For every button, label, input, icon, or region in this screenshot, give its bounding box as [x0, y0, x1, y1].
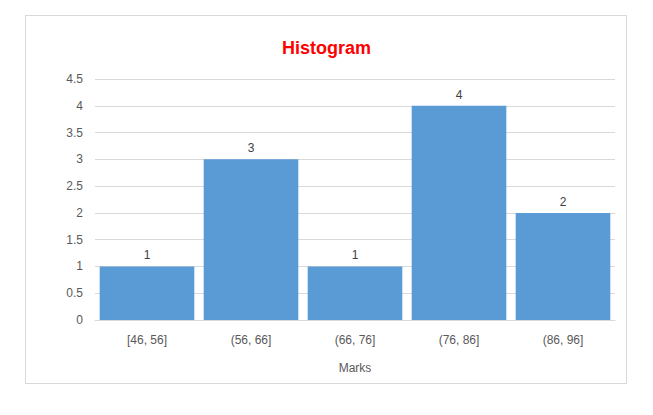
- svg-text:[46, 56]: [46, 56]: [127, 333, 167, 347]
- svg-text:(76, 86]: (76, 86]: [439, 333, 480, 347]
- svg-text:4: 4: [76, 99, 83, 113]
- svg-text:1: 1: [352, 248, 359, 262]
- svg-text:1.5: 1.5: [66, 233, 83, 247]
- svg-text:3.5: 3.5: [66, 126, 83, 140]
- svg-text:2.5: 2.5: [66, 179, 83, 193]
- svg-text:2: 2: [560, 195, 567, 209]
- svg-text:0.5: 0.5: [66, 286, 83, 300]
- svg-text:1: 1: [144, 248, 151, 262]
- svg-text:4.5: 4.5: [66, 72, 83, 86]
- svg-text:2: 2: [76, 206, 83, 220]
- svg-text:0: 0: [76, 313, 83, 327]
- svg-text:3: 3: [248, 141, 255, 155]
- svg-text:Histogram: Histogram: [282, 38, 371, 58]
- svg-text:1: 1: [76, 259, 83, 273]
- svg-text:3: 3: [76, 152, 83, 166]
- svg-text:(86, 96]: (86, 96]: [543, 333, 584, 347]
- svg-text:4: 4: [456, 88, 463, 102]
- svg-text:(66, 76]: (66, 76]: [335, 333, 376, 347]
- svg-text:(56, 66]: (56, 66]: [231, 333, 272, 347]
- svg-text:Marks: Marks: [339, 361, 372, 375]
